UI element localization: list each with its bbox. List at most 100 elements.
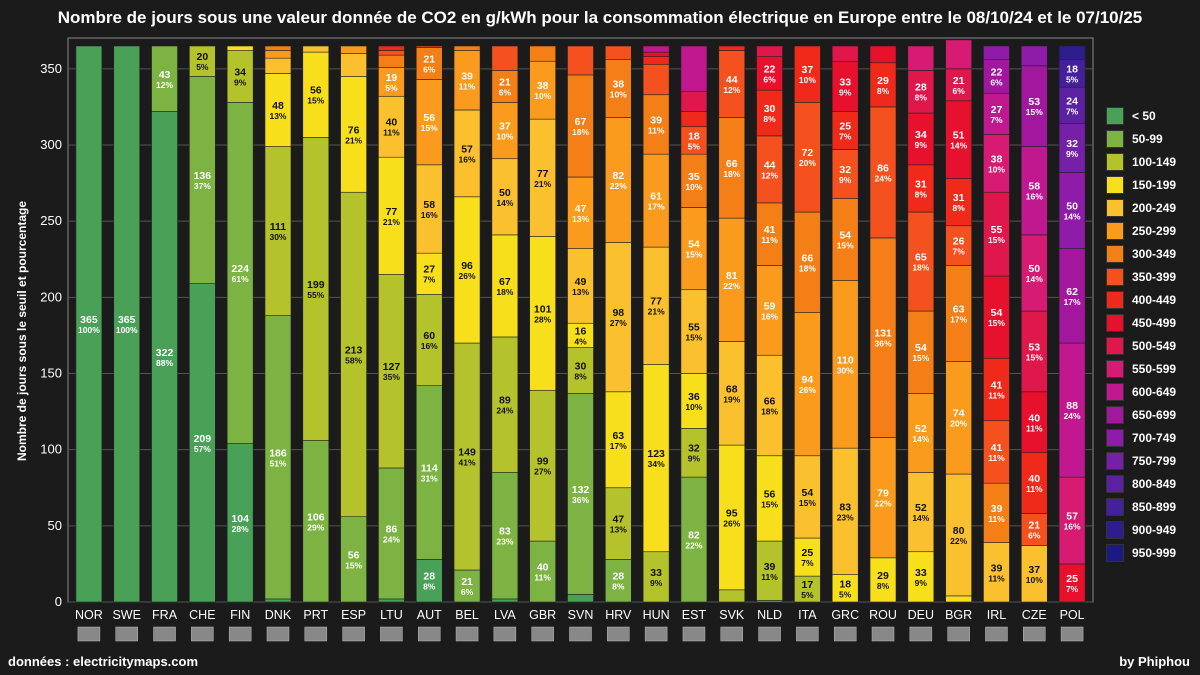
bar-segment <box>831 198 859 281</box>
data-label-days: 19 <box>386 72 398 84</box>
legend-label: 400-449 <box>1132 292 1177 307</box>
bar-segment <box>529 389 556 542</box>
legend-item: 550-599 <box>1106 357 1176 380</box>
data-label-days: 38 <box>991 153 1003 165</box>
bar-segment <box>453 109 481 198</box>
data-label-percent: 18% <box>912 263 929 273</box>
bar-segment <box>189 283 216 603</box>
bar-segment <box>605 487 632 560</box>
data-label-percent: 14% <box>1064 212 1081 222</box>
data-label-percent: 31% <box>421 474 438 484</box>
data-label-days: 82 <box>612 170 624 182</box>
data-label-days: 40 <box>1028 412 1040 424</box>
bar-segment <box>907 472 935 553</box>
data-label-days: 83 <box>499 526 511 538</box>
legend-label: 800-849 <box>1132 476 1177 491</box>
bar-segment <box>340 191 367 517</box>
data-label-percent: 16% <box>1026 192 1043 202</box>
bar-segment <box>605 242 632 393</box>
data-label-percent: 37% <box>194 181 211 191</box>
data-label-percent: 9% <box>839 87 852 97</box>
bar-segment <box>264 73 292 147</box>
data-label-percent: 11% <box>648 125 665 135</box>
data-label-percent: 11% <box>988 573 1005 583</box>
bar-segment <box>642 153 670 248</box>
bar-segment <box>491 70 519 103</box>
bar-segment <box>1020 545 1048 603</box>
bar-segment <box>680 111 708 128</box>
data-label-days: 131 <box>874 328 892 340</box>
bar-segment <box>605 559 632 603</box>
bar-segment <box>75 45 103 603</box>
bar-segment <box>907 45 935 71</box>
data-label-days: 49 <box>575 276 587 288</box>
bar-segment <box>453 50 481 111</box>
data-label-days: 67 <box>575 116 587 128</box>
data-label-days: 40 <box>386 117 398 129</box>
data-label-percent: 7% <box>1066 106 1079 116</box>
bar-segment <box>756 540 783 601</box>
y-tick-label: 200 <box>40 289 62 304</box>
data-label-days: 37 <box>499 121 511 133</box>
x-tick-label: DNK <box>265 608 292 622</box>
bar-segment <box>869 106 897 239</box>
data-label-days: 136 <box>194 170 212 182</box>
legend-label: 900-949 <box>1132 522 1177 537</box>
bar-segment <box>831 45 859 62</box>
bar-segment <box>831 60 859 112</box>
legend-item: 800-849 <box>1106 472 1176 495</box>
data-label-days: 34 <box>234 66 246 78</box>
bar-segment <box>718 589 746 603</box>
data-label-percent: 9% <box>915 578 928 588</box>
country-flag-icon <box>833 626 857 642</box>
bar-segment <box>264 598 292 603</box>
data-label-days: 60 <box>423 330 435 342</box>
x-tick-label: LTU <box>380 608 403 622</box>
bar-segment <box>529 236 556 391</box>
bar-segment <box>794 537 821 577</box>
legend-swatch <box>1106 428 1124 447</box>
bar-segment <box>794 575 821 603</box>
data-label-days: 53 <box>1028 96 1040 108</box>
data-label-percent: 20% <box>950 419 967 429</box>
bar-segment <box>529 45 556 62</box>
bar-segment <box>680 207 708 291</box>
data-label-days: 33 <box>839 76 851 88</box>
data-label-days: 77 <box>386 206 398 218</box>
legend-item: 600-649 <box>1106 380 1176 403</box>
x-tick-label: NLD <box>757 608 782 622</box>
data-label-days: 41 <box>991 380 1003 392</box>
bar-segment <box>378 45 405 51</box>
x-tick-label: BGR <box>945 608 972 622</box>
data-label-days: 24 <box>1066 95 1078 107</box>
data-label-percent: 16% <box>421 210 438 220</box>
data-label-percent: 21% <box>648 307 665 317</box>
bar-segment <box>1058 45 1086 61</box>
data-label-days: 89 <box>499 395 511 407</box>
data-label-days: 30 <box>575 360 587 372</box>
bar-segment <box>491 45 519 71</box>
data-label-days: 37 <box>1028 564 1040 576</box>
bar-segment <box>983 92 1010 135</box>
data-label-percent: 22% <box>610 181 627 191</box>
data-label-days: 56 <box>348 549 360 561</box>
data-label-days: 94 <box>802 374 814 386</box>
country-flag-icon <box>720 626 744 642</box>
data-label-days: 54 <box>991 307 1003 319</box>
legend-item: 950-999 <box>1106 541 1176 564</box>
data-label-percent: 18% <box>799 263 816 273</box>
data-label-days: 33 <box>915 567 927 579</box>
country-flag-icon <box>644 626 668 642</box>
x-tick-label: POL <box>1060 608 1085 622</box>
data-label-percent: 11% <box>1026 423 1043 433</box>
data-label-days: 32 <box>688 443 700 455</box>
bar-segment <box>264 57 292 74</box>
legend-swatch <box>1106 336 1124 355</box>
bar-segment <box>983 357 1010 422</box>
bar-segment <box>1020 391 1048 454</box>
data-label-percent: 11% <box>761 572 778 582</box>
bar-segment <box>869 237 897 438</box>
x-tick-label: GBR <box>529 608 556 622</box>
bar-segment <box>1020 45 1048 67</box>
legend-label: 250-299 <box>1132 223 1177 238</box>
